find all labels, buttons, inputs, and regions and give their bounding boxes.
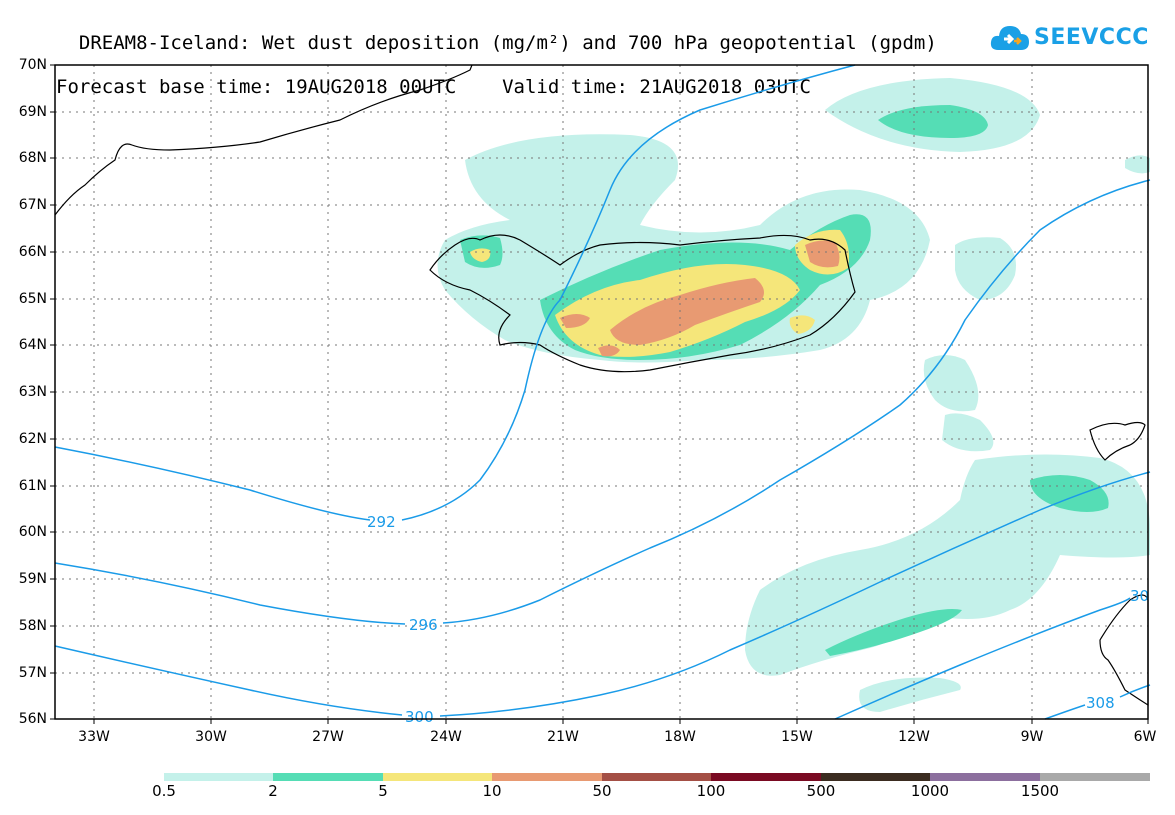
lat-label: 68N	[18, 150, 47, 166]
colorbar-label: 0.5	[152, 782, 176, 800]
lat-label: 66N	[18, 244, 47, 260]
lon-label: 24W	[430, 729, 462, 745]
lat-label: 61N	[18, 478, 47, 494]
colorbar-label: 1000	[910, 782, 950, 800]
logo-text: SEEVCCC	[1034, 24, 1149, 50]
contour-line-292-a	[54, 64, 856, 521]
lon-label: 30W	[195, 729, 227, 745]
coastlines	[54, 64, 1149, 707]
colorbar-swatch	[1040, 773, 1150, 781]
contour-label-300: 300	[405, 708, 434, 726]
map-title: DREAM8-Iceland: Wet dust deposition (mg/…	[56, 10, 937, 120]
colorbar-swatch	[164, 773, 273, 781]
contour-label-308: 308	[1086, 694, 1115, 712]
greenland-coast	[54, 64, 473, 216]
graticule	[55, 65, 1148, 719]
faroe-coast	[1089, 421, 1146, 461]
lat-label: 60N	[18, 524, 47, 540]
geopotential-contours	[54, 64, 1151, 720]
contour-label-30: 30	[1130, 587, 1149, 605]
seevccc-logo: SEEVCCC	[990, 20, 1149, 54]
colorbar-label: 50	[592, 782, 612, 800]
dust-deposition-shading	[437, 78, 1150, 712]
colorbar-swatch	[602, 773, 711, 781]
colorbar-label: 500	[806, 782, 836, 800]
lat-label: 57N	[18, 665, 47, 681]
lat-label: 58N	[18, 618, 47, 634]
lon-label: 27W	[312, 729, 344, 745]
colorbar-swatch	[821, 773, 930, 781]
colorbar-label: 100	[696, 782, 726, 800]
lat-label: 59N	[18, 571, 47, 587]
lat-label: 63N	[18, 384, 47, 400]
colorbar-label: 1500	[1020, 782, 1060, 800]
lon-label: 6W	[1133, 729, 1157, 745]
colorbar-swatch	[711, 773, 821, 781]
contour-label-292: 292	[367, 513, 396, 531]
contour-line-300	[54, 471, 1151, 717]
colorbar-label: 2	[268, 782, 278, 800]
lon-label: 33W	[78, 729, 110, 745]
lon-label: 21W	[547, 729, 579, 745]
colorbar-label: 5	[378, 782, 388, 800]
colorbar-label: 10	[482, 782, 502, 800]
lat-label: 69N	[18, 104, 47, 120]
colorbar-swatch	[930, 773, 1040, 781]
colorbar-swatch	[383, 773, 492, 781]
scotland-coast	[1099, 594, 1149, 707]
contour-labels: 292 296 300 30 308	[367, 513, 1149, 726]
lon-label: 15W	[781, 729, 813, 745]
lat-label: 70N	[18, 57, 47, 73]
contour-line-296	[54, 179, 1151, 625]
lat-label: 56N	[18, 711, 47, 727]
title-line-2: Forecast base time: 19AUG2018 00UTC Vali…	[56, 76, 811, 98]
lat-label: 67N	[18, 197, 47, 213]
colorbar-swatch	[492, 773, 602, 781]
lon-label: 9W	[1020, 729, 1044, 745]
colorbar-swatch	[273, 773, 383, 781]
shade-level-0.5	[437, 78, 1150, 712]
lat-label: 64N	[18, 337, 47, 353]
shade-level-10	[560, 240, 840, 357]
title-line-1: DREAM8-Iceland: Wet dust deposition (mg/…	[78, 32, 937, 54]
lon-label: 12W	[898, 729, 930, 745]
cloud-icon	[990, 26, 1029, 50]
contour-label-296: 296	[409, 616, 438, 634]
lon-label: 18W	[664, 729, 696, 745]
iceland-coast	[429, 234, 856, 373]
axis-ticks	[50, 64, 1149, 724]
contour-line-304	[834, 597, 1131, 720]
lat-label: 62N	[18, 431, 47, 447]
lat-label: 65N	[18, 291, 47, 307]
